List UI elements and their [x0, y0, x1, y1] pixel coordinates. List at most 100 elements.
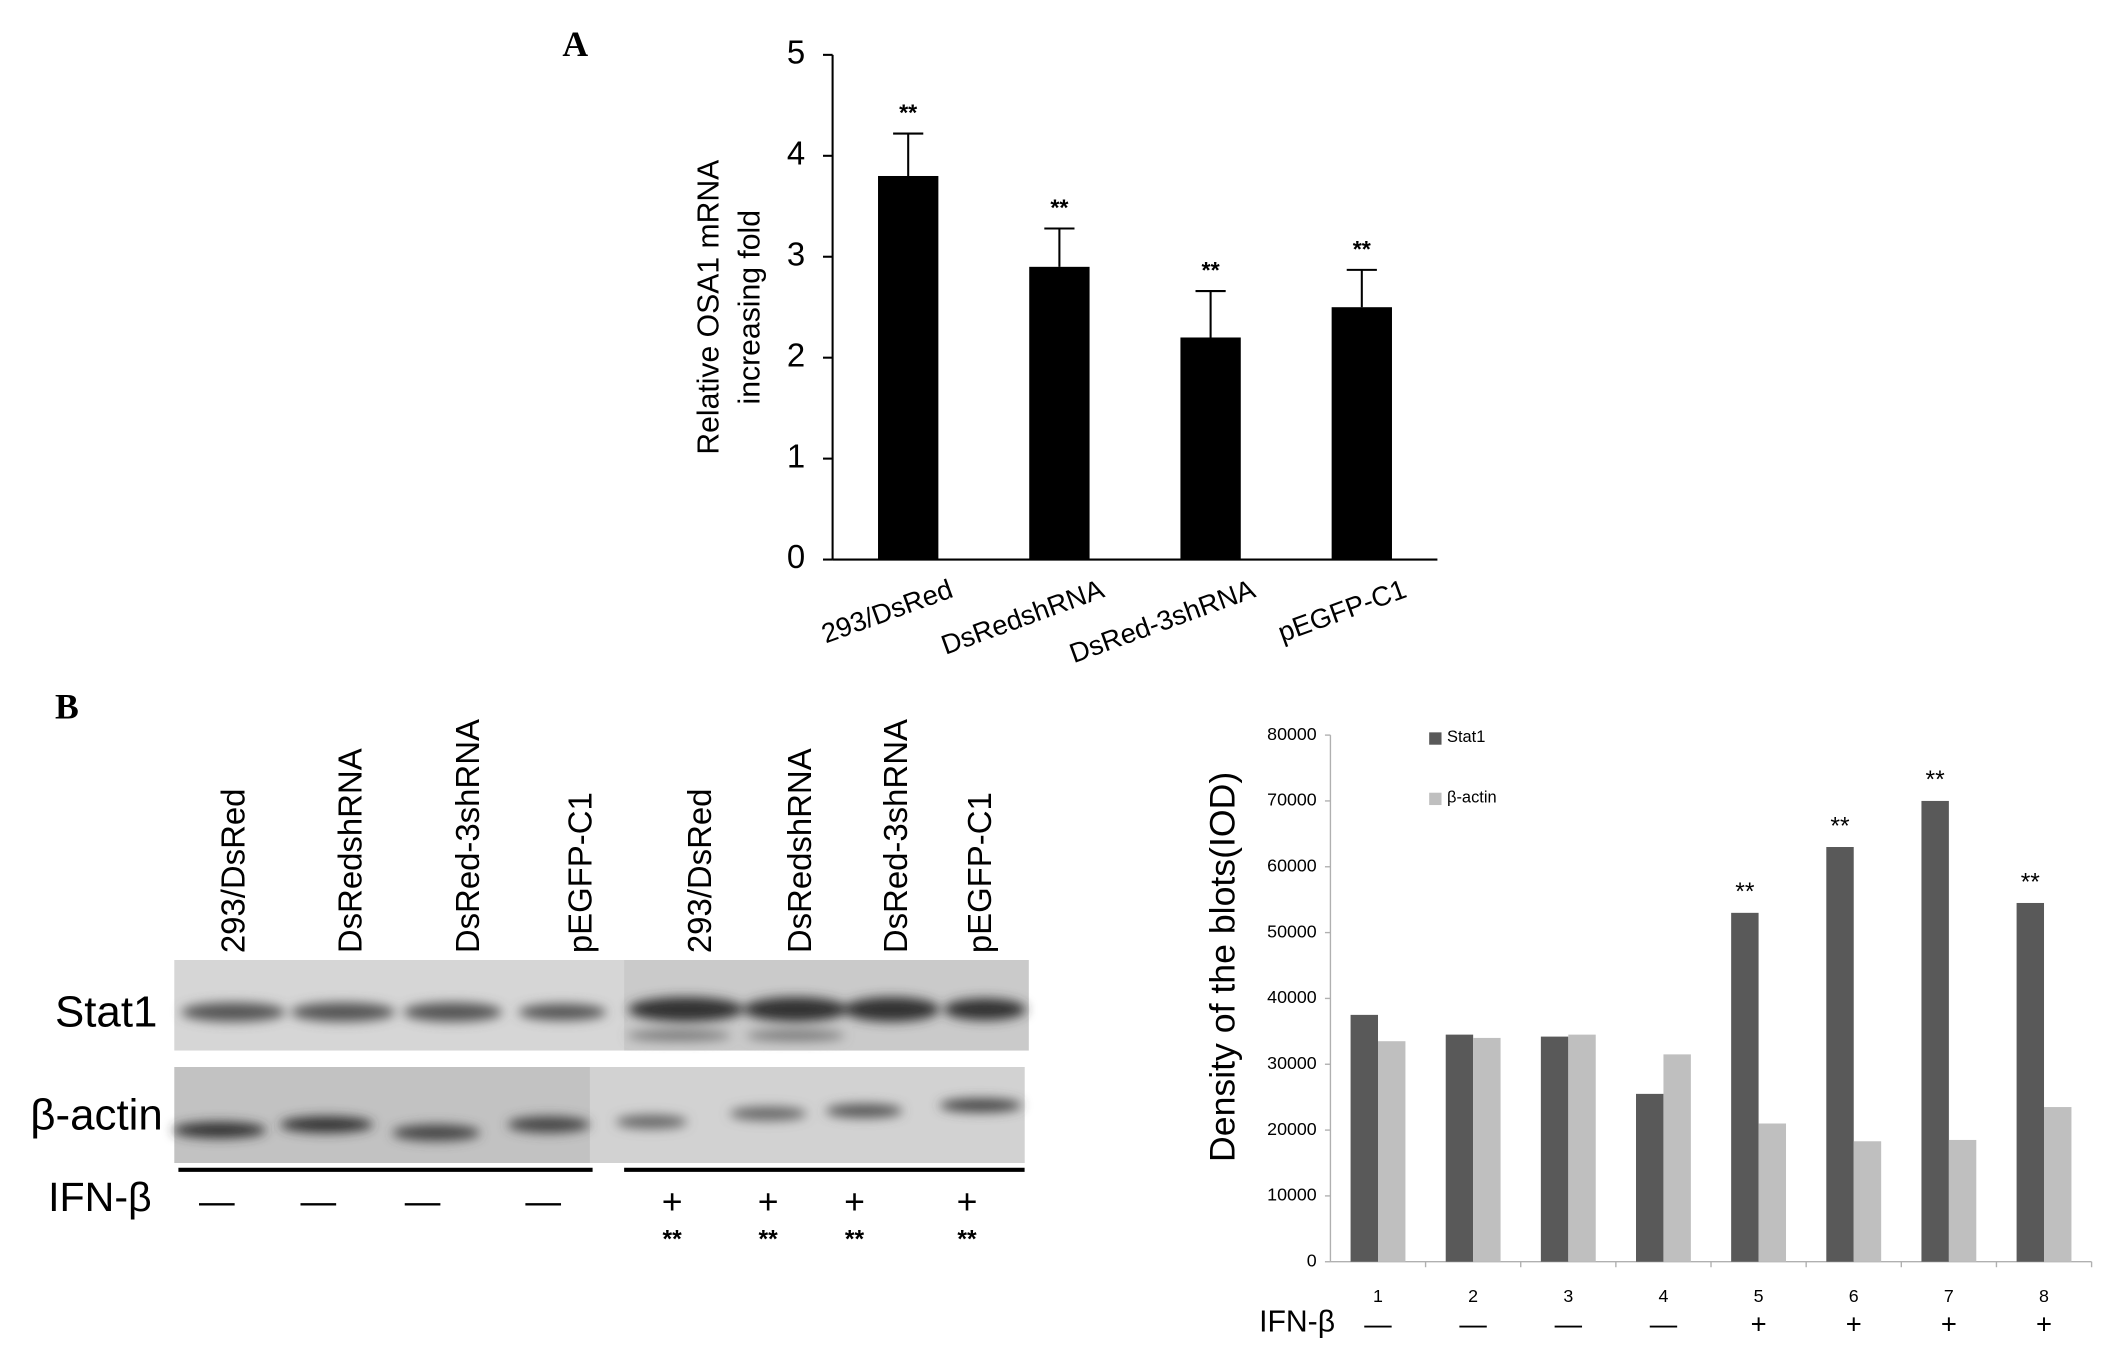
bar — [1921, 800, 1949, 1262]
y-axis-label: Density of the blots(IOD) — [1202, 772, 1242, 1162]
bar — [1758, 1123, 1787, 1262]
treatment-sign: — — [300, 1182, 336, 1222]
bar — [1445, 1034, 1474, 1262]
lane-label: DsRed-3shRNA — [877, 719, 914, 953]
bar — [1826, 847, 1854, 1262]
lane-label: DsRedshRNA — [331, 748, 368, 953]
y-tick-label: 80000 — [1267, 724, 1317, 744]
y-tick-label: 40000 — [1267, 987, 1317, 1007]
bar — [1948, 1139, 1977, 1262]
legend-swatch — [1429, 792, 1442, 806]
lane-label: pEGFP-C1 — [961, 792, 998, 953]
significance: ** — [957, 1227, 977, 1254]
bar — [1473, 1037, 1501, 1262]
x-tick-label: 6 — [1849, 1286, 1859, 1306]
error-bar — [893, 132, 924, 176]
bar — [1663, 1054, 1691, 1262]
y-tick-label: 5 — [787, 34, 805, 71]
blot-image — [172, 960, 1029, 1172]
panel-label: A — [562, 24, 588, 64]
treatment-sign: + — [758, 1182, 779, 1222]
x-tick-label: 293/DsRed — [817, 573, 956, 649]
significance: ** — [899, 100, 918, 126]
lane-label: 293/DsRed — [215, 789, 252, 954]
treatment-sign: — — [525, 1182, 561, 1222]
x-tick-label: 1 — [1373, 1286, 1383, 1306]
x-tick-label: 8 — [2039, 1286, 2049, 1306]
blot-row-label: Stat1 — [55, 987, 157, 1036]
y-tick-label: 20000 — [1267, 1119, 1317, 1139]
bar — [1029, 266, 1090, 560]
significance: ** — [759, 1227, 779, 1254]
treatment-sign: + — [662, 1182, 683, 1222]
y-tick-label: 10000 — [1267, 1185, 1317, 1205]
significance: ** — [1202, 257, 1221, 283]
bar — [1331, 307, 1392, 560]
y-tick-label: 0 — [787, 538, 805, 575]
x-tick-label: 3 — [1563, 1286, 1573, 1306]
bar — [2044, 1107, 2072, 1262]
blot-row-label: β-actin — [30, 1090, 163, 1139]
y-tick-label: 70000 — [1267, 790, 1317, 810]
x-tick-label: 2 — [1468, 1286, 1478, 1306]
significance: ** — [845, 1227, 865, 1254]
bar — [1180, 337, 1241, 560]
y-tick-label: 60000 — [1267, 855, 1317, 875]
y-tick-label: 2 — [787, 336, 805, 373]
treatment-sign: — — [1650, 1308, 1678, 1339]
lane-label: pEGFP-C1 — [562, 792, 599, 953]
treatment-sign: — — [199, 1182, 235, 1222]
significance: ** — [1050, 194, 1069, 220]
lane-label: DsRed-3shRNA — [449, 719, 486, 953]
y-axis-label: Relative OSA1 mRNA — [693, 159, 726, 455]
y-tick-label: 30000 — [1267, 1053, 1317, 1073]
x-tick-label: 5 — [1754, 1286, 1764, 1306]
bar — [1378, 1041, 1406, 1262]
legend-swatch — [1429, 732, 1442, 745]
y-tick-label: 4 — [787, 134, 805, 171]
significance: ** — [1353, 236, 1372, 262]
significance: ** — [1830, 813, 1850, 840]
y-tick-label: 0 — [1307, 1250, 1317, 1270]
legend-label: β-actin — [1447, 789, 1497, 807]
treatment-sign: + — [1846, 1308, 1862, 1339]
treatment-sign: — — [1364, 1308, 1392, 1339]
bar — [1731, 912, 1759, 1262]
bar — [878, 175, 939, 560]
error-bar — [1195, 290, 1226, 338]
significance: ** — [2021, 869, 2041, 896]
x-tick-label: pEGFP-C1 — [1274, 573, 1411, 648]
treatment-sign: — — [405, 1182, 441, 1222]
error-bar — [1044, 227, 1075, 267]
treatment-label: IFN-β — [48, 1174, 152, 1220]
y-tick-label: 3 — [787, 235, 805, 272]
treatment-sign: + — [844, 1182, 865, 1222]
bar — [1568, 1034, 1596, 1262]
treatment-sign: + — [957, 1182, 978, 1222]
significance: ** — [663, 1227, 683, 1254]
treatment-label: IFN-β — [1259, 1305, 1335, 1338]
lane-label: DsRedshRNA — [781, 748, 818, 953]
panel-label: B — [55, 687, 79, 727]
bar — [1636, 1093, 1664, 1262]
lane-label: 293/DsRed — [681, 789, 718, 954]
significance: ** — [1735, 879, 1755, 906]
y-tick-label: 50000 — [1267, 921, 1317, 941]
bar — [1350, 1014, 1379, 1262]
bar — [1540, 1036, 1569, 1262]
treatment-sign: + — [2036, 1308, 2052, 1339]
bar — [2016, 902, 2045, 1262]
legend-label: Stat1 — [1447, 728, 1485, 746]
treatment-sign: + — [1941, 1308, 1957, 1339]
y-axis-label: increasing fold — [734, 210, 767, 404]
y-tick-label: 1 — [787, 437, 805, 474]
treatment-sign: + — [1751, 1308, 1767, 1339]
treatment-sign: — — [1459, 1308, 1487, 1339]
x-tick-label: 4 — [1658, 1286, 1668, 1306]
treatment-sign: — — [1555, 1308, 1583, 1339]
bar — [1853, 1141, 1882, 1262]
error-bar — [1346, 268, 1377, 308]
x-tick-label: 7 — [1944, 1286, 1954, 1306]
